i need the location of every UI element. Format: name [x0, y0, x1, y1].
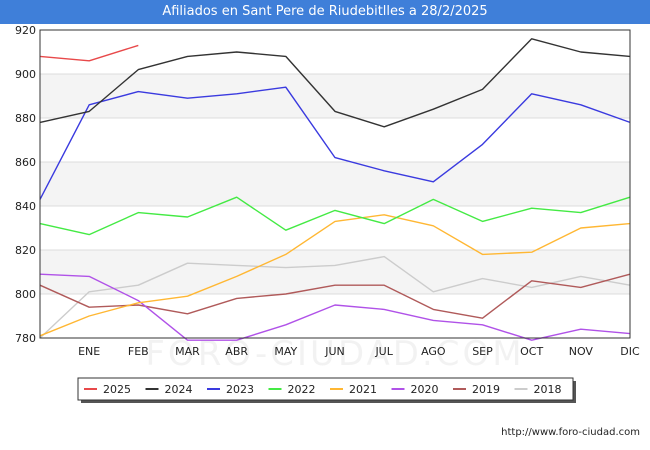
plot-frame — [39, 29, 631, 339]
legend-label: 2022 — [288, 383, 316, 396]
legend-label: 2019 — [472, 383, 500, 396]
y-tick-label: 800 — [15, 288, 36, 301]
x-tick-label: DIC — [620, 345, 640, 358]
series-line-2024 — [39, 38, 631, 128]
series-line-2018 — [39, 255, 631, 339]
series-line-2022 — [39, 196, 631, 236]
x-tick-label: AGO — [421, 345, 446, 358]
x-tick-label: SEP — [472, 345, 493, 358]
y-tick-label: 860 — [15, 156, 36, 169]
grid-band — [40, 162, 630, 206]
legend-label: 2023 — [226, 383, 254, 396]
source-link[interactable]: http://www.foro-ciudad.com — [501, 427, 640, 438]
y-tick-label: 840 — [15, 200, 36, 213]
chart-title: Afiliados en Sant Pere de Riudebitlles a… — [0, 0, 650, 24]
x-tick-label: JUN — [324, 345, 345, 358]
y-tick-label: 880 — [15, 112, 36, 125]
background-bands — [40, 30, 630, 338]
x-tick-label: ABR — [225, 345, 248, 358]
legend-label: 2025 — [103, 383, 131, 396]
y-tick-label: 920 — [15, 24, 36, 37]
x-tick-label: MAR — [175, 345, 200, 358]
y-axis-ticks: 780 800 820 840 860 880 900 920 — [15, 24, 36, 345]
grid-band — [40, 30, 630, 74]
legend-label: 2020 — [411, 383, 439, 396]
x-tick-label: ENE — [78, 345, 100, 358]
grid-band — [40, 294, 630, 338]
x-tick-label: MAY — [274, 345, 297, 358]
x-tick-label: OCT — [520, 345, 543, 358]
x-tick-label: FEB — [128, 345, 149, 358]
series-line-2021 — [39, 214, 631, 337]
series-line-2019 — [39, 273, 631, 319]
y-tick-label: 820 — [15, 244, 36, 257]
grid-band — [40, 118, 630, 162]
series-line-2020 — [39, 273, 631, 341]
y-tick-label: 900 — [15, 68, 36, 81]
series-line-2023 — [39, 86, 631, 200]
series-line-2025 — [39, 44, 139, 62]
grid-band — [40, 250, 630, 294]
legend-label: 2021 — [349, 383, 377, 396]
legend-box — [77, 377, 574, 401]
x-tick-label: JUL — [374, 345, 393, 358]
legend: 2025 2024 2023 2022 2021 2020 2019 2018 — [77, 377, 576, 403]
y-tick-label: 780 — [15, 332, 36, 345]
grid-band — [40, 206, 630, 250]
line-chart: 780 800 820 840 860 880 900 920 ENE FEB MAR ABR MAY… — [15, 24, 640, 403]
series-lines — [39, 38, 631, 341]
x-axis-ticks: ENE FEB MAR ABR MAY JUN JUL AGO SEP OCT NOV DIC — [78, 345, 640, 358]
legend-label: 2018 — [534, 383, 562, 396]
x-tick-label: NOV — [569, 345, 594, 358]
legend-label: 2024 — [165, 383, 193, 396]
